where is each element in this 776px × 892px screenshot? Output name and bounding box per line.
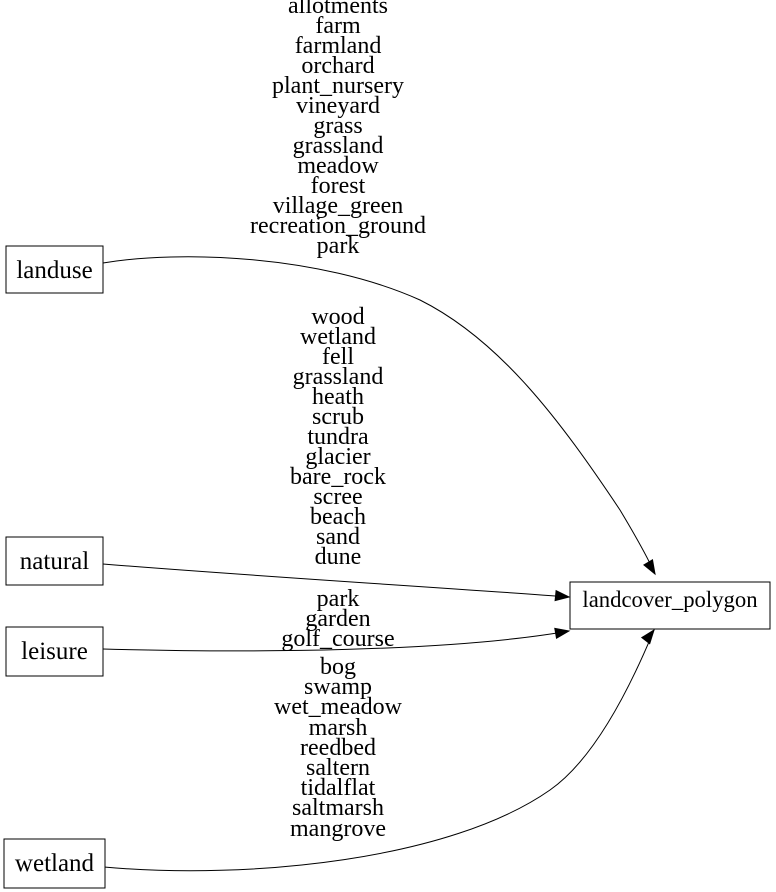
svg-text:landuse: landuse <box>16 257 92 284</box>
svg-text:mangrove: mangrove <box>290 816 386 842</box>
svg-text:golf_course: golf_course <box>281 626 394 652</box>
svg-text:natural: natural <box>20 548 89 575</box>
svg-text:wetland: wetland <box>15 850 95 877</box>
svg-text:leisure: leisure <box>21 638 88 665</box>
svg-text:landcover_polygon: landcover_polygon <box>582 587 757 612</box>
svg-text:dune: dune <box>315 544 362 570</box>
svg-text:park: park <box>317 233 360 259</box>
